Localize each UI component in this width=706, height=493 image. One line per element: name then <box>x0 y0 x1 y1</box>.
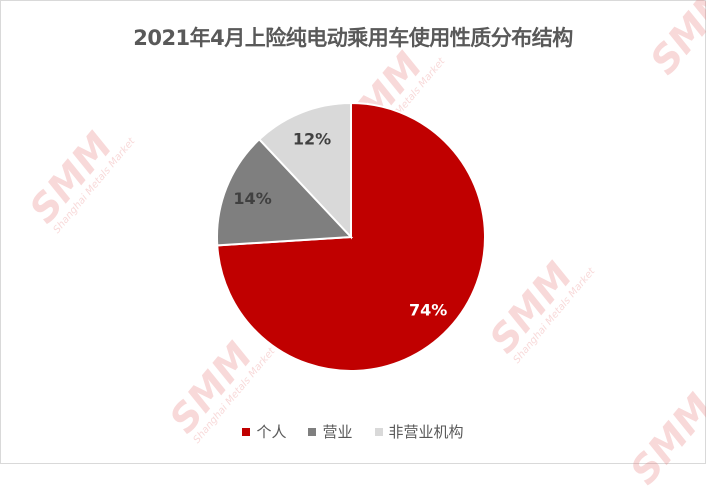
legend-swatch <box>242 427 251 436</box>
pie-slice-2 <box>257 101 352 240</box>
legend-item: 营业 <box>308 421 353 442</box>
chart-title: 2021年4月上险纯电动乘用车使用性质分布结构 <box>133 26 573 50</box>
legend-item: 个人 <box>242 421 286 442</box>
legend-swatch <box>308 427 317 436</box>
legend-label: 非营业机构 <box>388 423 464 441</box>
pie-slice-1 <box>216 137 354 247</box>
pie-chart: 74% 14% 12% <box>216 101 486 372</box>
legend-label: 营业 <box>322 423 353 441</box>
legend-label: 个人 <box>256 423 287 441</box>
legend-item: 非营业机构 <box>374 421 464 442</box>
data-label: 14% <box>233 189 271 208</box>
data-label: 12% <box>293 130 331 149</box>
legend: 个人 营业 非营业机构 <box>0 421 706 442</box>
data-label: 74% <box>409 300 447 319</box>
legend-swatch <box>374 427 383 436</box>
